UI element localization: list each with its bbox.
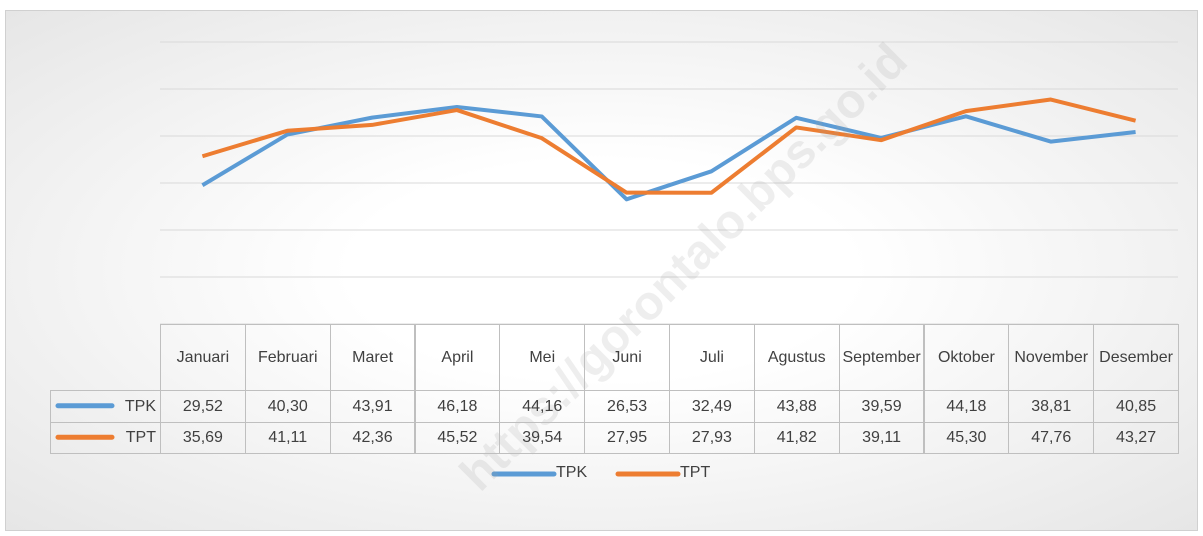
category-label: Maret bbox=[329, 324, 416, 391]
category-label: Desember bbox=[1093, 324, 1179, 391]
category-label: Juli bbox=[669, 324, 755, 391]
series-line bbox=[201, 104, 1136, 202]
value-label: 41,11 bbox=[244, 421, 331, 454]
value-label: 27,93 bbox=[669, 421, 755, 454]
value-label: 42,36 bbox=[329, 421, 416, 454]
value-label: 40,30 bbox=[244, 390, 331, 423]
value-label: 26,53 bbox=[584, 390, 670, 423]
category-label: April bbox=[414, 324, 501, 391]
category-label: Februari bbox=[244, 324, 331, 391]
category-label: Januari bbox=[160, 324, 246, 391]
value-label: 29,52 bbox=[160, 390, 246, 423]
value-label: 47,76 bbox=[1008, 421, 1095, 454]
value-label: 35,69 bbox=[160, 421, 246, 454]
legend-label: TPK bbox=[556, 464, 588, 481]
category-label: Oktober bbox=[923, 324, 1010, 391]
value-label: 27,95 bbox=[584, 421, 670, 454]
value-label: 45,30 bbox=[923, 421, 1010, 454]
category-label: Juni bbox=[584, 324, 670, 391]
value-label: 41,82 bbox=[753, 421, 840, 454]
value-label: 32,49 bbox=[669, 390, 755, 423]
value-label: 44,16 bbox=[499, 390, 586, 423]
value-label: 44,18 bbox=[923, 390, 1010, 423]
category-label: Mei bbox=[499, 324, 586, 391]
value-label: 39,54 bbox=[499, 421, 586, 454]
value-label: 40,85 bbox=[1093, 390, 1179, 423]
value-label: 43,88 bbox=[753, 390, 840, 423]
row-header: TPT bbox=[50, 421, 161, 454]
value-label: 43,91 bbox=[329, 390, 416, 423]
chart-area bbox=[5, 10, 1198, 531]
value-label: 39,11 bbox=[838, 421, 925, 454]
value-label: 45,52 bbox=[414, 421, 501, 454]
series-line bbox=[201, 97, 1137, 195]
category-label: Agustus bbox=[753, 324, 840, 391]
value-label: 38,81 bbox=[1008, 390, 1095, 423]
row-header: TPK bbox=[50, 390, 161, 423]
value-label: 43,27 bbox=[1093, 421, 1179, 454]
legend-label: TPT bbox=[680, 464, 711, 481]
value-label: 39,59 bbox=[838, 390, 925, 423]
value-label: 46,18 bbox=[414, 390, 501, 423]
category-label: September bbox=[838, 324, 925, 391]
category-label: November bbox=[1008, 324, 1095, 391]
